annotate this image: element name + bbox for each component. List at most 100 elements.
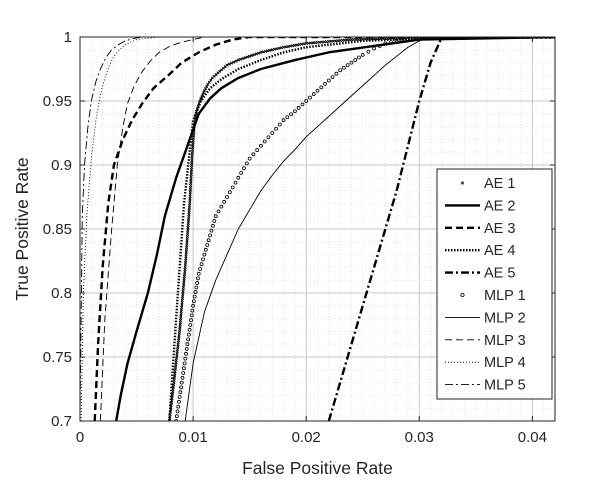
legend-label-mlp-4: MLP 4 [484, 355, 526, 371]
data-point [244, 161, 249, 166]
data-point [173, 372, 177, 376]
data-point [296, 105, 301, 110]
data-point [177, 336, 181, 340]
data-point [247, 156, 252, 161]
data-point [174, 365, 178, 369]
series-line-mlp-4 [80, 37, 555, 421]
data-point [230, 61, 234, 65]
legend-label-ae-2: AE 2 [484, 198, 515, 214]
data-point [176, 347, 180, 351]
data-point [400, 38, 405, 43]
data-point [255, 148, 260, 152]
data-point [173, 367, 177, 371]
data-point [182, 281, 186, 285]
data-point [201, 91, 206, 95]
series-line-ae-4 [168, 37, 555, 421]
data-point [175, 349, 179, 353]
data-point [179, 316, 183, 320]
data-point [179, 385, 183, 390]
data-point [270, 131, 275, 135]
data-point [230, 185, 235, 190]
data-point [340, 38, 344, 42]
series-line-ae-5 [327, 37, 555, 421]
data-point [311, 92, 316, 97]
x-axis-label: False Positive Rate [242, 458, 393, 478]
data-point [329, 39, 333, 43]
data-point [183, 272, 187, 276]
data-point [192, 299, 196, 304]
data-point [201, 257, 205, 262]
data-point [366, 49, 371, 54]
data-point [191, 143, 195, 147]
data-point [512, 37, 517, 39]
data-point [181, 292, 185, 296]
legend-swatch-ae-1 [460, 181, 465, 185]
data-point [263, 49, 267, 53]
data-point [227, 190, 232, 195]
data-point [232, 60, 236, 64]
data-point [548, 37, 553, 39]
data-point [266, 135, 271, 140]
data-point [172, 376, 176, 380]
data-point [191, 147, 195, 151]
data-point [353, 58, 358, 62]
data-point [318, 40, 322, 44]
data-point [173, 374, 177, 378]
data-point [176, 343, 180, 347]
data-point [190, 154, 194, 158]
data-point [248, 54, 252, 58]
data-point [181, 294, 185, 298]
x-tick-label: 0 [76, 429, 84, 446]
data-point [177, 399, 181, 404]
data-point [179, 307, 183, 311]
data-point [216, 209, 221, 214]
data-point [178, 327, 182, 331]
data-point [254, 52, 258, 56]
data-point [320, 40, 324, 44]
data-point [212, 219, 217, 223]
data-point [206, 238, 211, 243]
data-point [322, 40, 326, 44]
data-point [195, 281, 200, 285]
data-point [182, 274, 186, 278]
data-point [180, 298, 184, 303]
data-point [293, 43, 297, 47]
data-point [199, 262, 204, 267]
data-point [503, 37, 508, 39]
data-point [209, 228, 214, 233]
data-point [507, 37, 512, 39]
data-point [345, 38, 349, 42]
data-point [297, 43, 301, 47]
data-point [192, 294, 197, 299]
data-point [494, 37, 499, 39]
data-point [336, 39, 340, 43]
data-point [194, 285, 199, 290]
data-point [190, 152, 194, 156]
data-point [174, 414, 179, 419]
data-point [210, 223, 215, 228]
data-point [196, 276, 200, 281]
data-point [180, 303, 184, 307]
data-point [286, 44, 290, 48]
data-point [182, 279, 186, 283]
data-point [222, 199, 227, 204]
data-point [334, 71, 339, 76]
data-point [440, 37, 444, 39]
data-point [202, 89, 206, 93]
data-point [288, 44, 292, 48]
data-point [186, 337, 191, 342]
x-tick-label: 0.03 [405, 429, 434, 446]
data-point [449, 37, 453, 39]
data-point [178, 325, 182, 329]
data-point [180, 375, 185, 380]
data-point [241, 56, 245, 61]
data-point [176, 345, 180, 349]
y-tick-label: 0.8 [51, 285, 72, 302]
data-point [309, 41, 313, 45]
data-point [282, 45, 286, 49]
y-tick-label: 0.75 [43, 349, 72, 366]
data-point [181, 290, 185, 294]
data-point [277, 46, 281, 50]
